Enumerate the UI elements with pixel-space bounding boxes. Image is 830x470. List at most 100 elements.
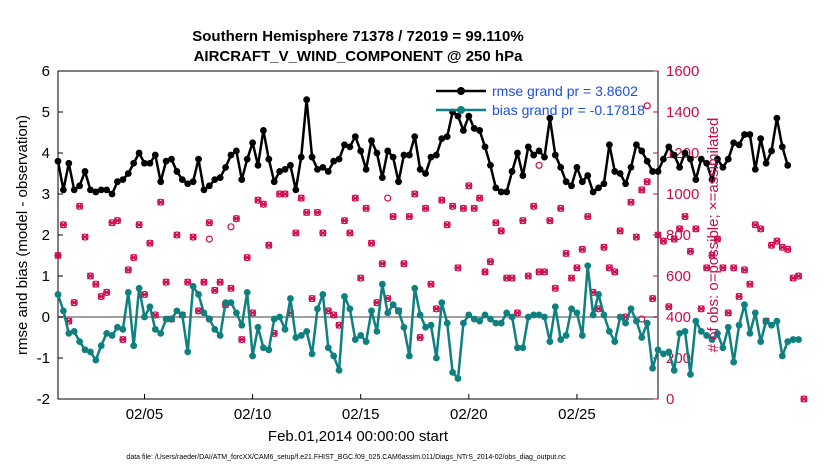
rmse-point (314, 166, 321, 173)
bias-point (541, 313, 548, 321)
bias-point (276, 313, 284, 321)
x-tick-label: 02/15 (342, 406, 380, 423)
bias-point (287, 295, 294, 302)
rmse-point (157, 178, 165, 186)
obs-assimilated-point (540, 268, 548, 276)
rmse-point (227, 151, 235, 159)
bias-point (519, 344, 527, 352)
bias-point (773, 317, 781, 325)
rmse-point (297, 153, 305, 161)
rmse-point (573, 163, 581, 171)
obs-assimilated-point (789, 274, 797, 282)
rmse-point (135, 149, 143, 157)
obs-assimilated-point (616, 227, 624, 235)
obs-assimilated-point (232, 215, 240, 223)
rmse-point (411, 133, 419, 141)
rmse-point (551, 151, 559, 159)
obs-assimilated-point (97, 293, 105, 300)
bias-point (227, 299, 235, 307)
obs-assimilated-point (189, 233, 197, 241)
rmse-point (384, 147, 392, 155)
obs-assimilated-point (70, 299, 78, 307)
bias-point (724, 323, 732, 331)
obs-assimilated-point (519, 217, 527, 225)
bias-point (530, 311, 538, 319)
rmse-point (460, 127, 467, 134)
rmse-point (200, 186, 208, 194)
x-axis-label: Feb.01,2014 00:00:00 start (268, 428, 449, 445)
rmse-point (97, 186, 105, 194)
obs-assimilated-point (389, 213, 397, 221)
rmse-point (65, 159, 73, 167)
rmse-point (141, 159, 148, 167)
obs-assimilated-point (308, 295, 316, 303)
obs-assimilated-point (611, 268, 619, 276)
obs-assimilated-point (200, 278, 208, 286)
rmse-point (216, 174, 224, 182)
obs-assimilated-point (470, 204, 478, 212)
bias-point (573, 309, 581, 317)
rmse-point (308, 153, 316, 161)
rmse-point (60, 186, 67, 194)
rmse-point (660, 155, 667, 163)
bias-point (535, 311, 543, 319)
rmse-point (535, 147, 543, 155)
obs-assimilated-point (227, 284, 235, 292)
rmse-point (324, 168, 332, 175)
obs-assimilated-point (578, 245, 586, 253)
rmse-point (368, 137, 375, 145)
rmse-point (784, 161, 792, 169)
bias-point (719, 344, 727, 352)
rmse-point (741, 131, 748, 138)
rmse-point (319, 163, 327, 171)
obs-assimilated-point (411, 190, 419, 198)
rmse-point (768, 147, 775, 155)
obs-assimilated-point (735, 293, 743, 300)
bias-point (660, 350, 667, 358)
y-axis-right-label: # of obs: o=possible; ×=assimilated (705, 118, 722, 353)
bias-point (178, 311, 186, 319)
y-left-tick-label: 4 (42, 145, 50, 162)
bias-point (449, 368, 456, 376)
bias-point (665, 348, 673, 356)
obs-assimilated-point (76, 202, 84, 210)
y-right-tick-label: 400 (666, 309, 691, 326)
obs-assimilated-point (800, 395, 808, 403)
obs-assimilated-point (297, 194, 305, 202)
obs-assimilated-point (422, 204, 430, 212)
rmse-point (443, 133, 451, 141)
obs-assimilated-point (357, 274, 365, 282)
bias-point (562, 332, 570, 339)
bias-point (205, 315, 213, 323)
bias-point (135, 284, 143, 292)
rmse-point (714, 155, 721, 163)
bias-point (465, 311, 473, 319)
rmse-point (476, 127, 484, 134)
rmse-point (773, 114, 781, 122)
y-right-tick-label: 800 (666, 227, 691, 244)
bias-point (249, 352, 256, 360)
rmse-point (303, 96, 311, 104)
bias-point (173, 307, 181, 315)
obs-assimilated-point (249, 309, 257, 317)
obs-assimilated-point (551, 284, 559, 292)
rmse-point (238, 176, 246, 184)
obs-assimilated-point (524, 272, 532, 280)
y-right-tick-label: 1000 (666, 186, 699, 203)
obs-assimilated-point (103, 288, 111, 296)
bias-point (265, 346, 273, 354)
obs-assimilated-point (216, 278, 224, 286)
bias-point (81, 346, 89, 354)
obs-possible-point (384, 194, 392, 202)
y-right-tick-label: 600 (666, 268, 691, 285)
x-axis-ticks: 02/05 02/10 02/15 02/20 02/25 (126, 394, 596, 423)
obs-assimilated-point (627, 198, 635, 206)
rmse-point (589, 188, 597, 196)
obs-assimilated-point (259, 200, 267, 208)
rmse-point (427, 153, 435, 161)
obs-assimilated-point (292, 229, 300, 237)
bias-point (611, 338, 619, 345)
obs-assimilated-point (740, 266, 748, 274)
obs-assimilated-point (281, 190, 289, 198)
bias-point (438, 299, 446, 307)
